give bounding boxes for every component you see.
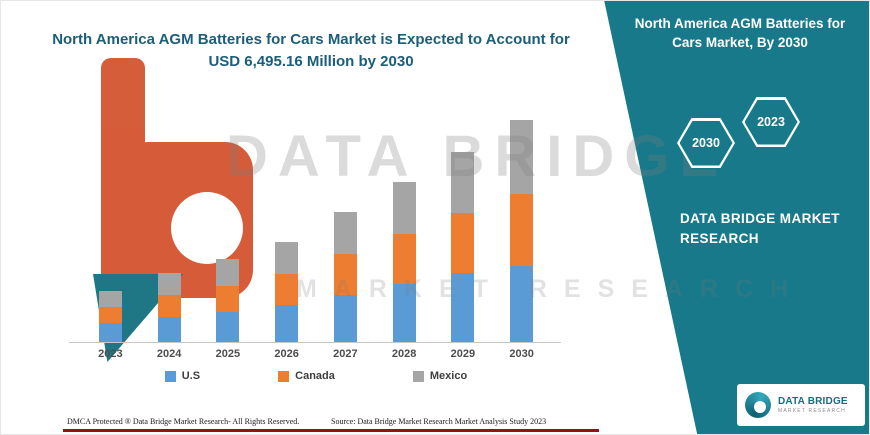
x-axis-label-2024: 2024 — [156, 348, 182, 360]
databridge-logo-card: DATA BRIDGE MARKET RESEARCH — [737, 384, 865, 426]
bar-segment-canada-2028 — [392, 233, 416, 284]
databridge-swirl-icon — [745, 392, 771, 418]
plot-area — [81, 117, 551, 342]
bar-segment-canada-2026 — [275, 273, 299, 306]
bar-segment-mexico-2024 — [157, 273, 181, 296]
bar-group-2028 — [375, 182, 434, 342]
bar-group-2029 — [434, 152, 493, 342]
bar-group-2027 — [316, 212, 375, 342]
bar-segment-mexico-2026 — [275, 241, 299, 274]
bar-segment-mexico-2027 — [333, 212, 357, 254]
legend-label-us: U.S — [181, 370, 201, 382]
legend-label-canada: Canada — [295, 370, 335, 382]
legend-swatch-canada — [278, 370, 290, 382]
bar-segment-canada-2027 — [333, 253, 357, 295]
footer-divider-line — [63, 429, 599, 432]
side-panel-brand-text: DATA BRIDGE MARKET RESEARCH — [680, 211, 840, 247]
bar-segment-mexico-2029 — [451, 152, 475, 213]
footer-dmca-text: DMCA Protected ® Data Bridge Market Rese… — [67, 417, 300, 426]
logo-card-brand: DATA BRIDGE — [778, 395, 848, 407]
bar-group-2024 — [140, 273, 199, 342]
bar-segment-mexico-2023 — [98, 291, 122, 307]
logo-card-text: DATA BRIDGE MARKET RESEARCH — [778, 396, 848, 415]
legend: U.S Canada Mexico — [61, 370, 571, 382]
x-axis-label-2026: 2026 — [274, 348, 299, 360]
x-axis-labels: 2023 2024 2025 2026 2027 2028 2029 2030 — [81, 348, 551, 360]
bar-segment-us-2023 — [98, 322, 122, 342]
bar-segment-mexico-2030 — [510, 120, 534, 195]
bar-segment-us-2026 — [275, 305, 299, 342]
legend-swatch-us — [164, 370, 176, 382]
chart-title-line2: USD 6,495.16 Million by 2030 — [208, 52, 414, 70]
bar-segment-us-2029 — [451, 273, 475, 342]
bar-segment-mexico-2028 — [392, 182, 416, 234]
logo-card-sub: MARKET RESEARCH — [778, 408, 846, 415]
chart-title: North America AGM Batteries for Cars Mar… — [41, 29, 581, 73]
logo-hole-shape — [171, 192, 243, 264]
bar-segment-canada-2030 — [510, 194, 534, 267]
x-axis-label-2027: 2027 — [333, 348, 358, 360]
bar-segment-canada-2023 — [98, 306, 122, 323]
bar-segment-us-2027 — [333, 294, 357, 342]
bar-segment-us-2024 — [157, 316, 181, 342]
legend-item-mexico: Mexico — [412, 370, 468, 382]
bar-segment-us-2030 — [510, 266, 534, 342]
bar-segment-canada-2025 — [216, 285, 240, 312]
chart-title-line1: North America AGM Batteries for Cars Mar… — [52, 31, 570, 48]
hexagon-year-right: 2023 — [757, 115, 785, 129]
bar-group-2025 — [199, 258, 258, 342]
hexagon-year-left: 2030 — [692, 136, 720, 150]
legend-item-canada: Canada — [278, 370, 335, 382]
bar-segment-canada-2029 — [451, 212, 475, 274]
x-axis-line — [69, 342, 561, 343]
legend-swatch-mexico — [412, 370, 424, 382]
footer-source-text: Source: Data Bridge Market Research Mark… — [331, 417, 547, 426]
bar-segment-us-2028 — [392, 283, 416, 342]
x-axis-label-2028: 2028 — [391, 348, 417, 360]
legend-item-us: U.S — [164, 370, 201, 382]
x-axis-label-2023: 2023 — [98, 348, 123, 360]
bar-segment-canada-2024 — [157, 295, 181, 317]
bar-group-2023 — [81, 291, 140, 342]
side-panel-title: North America AGM Batteries for Cars Mar… — [634, 16, 846, 50]
bar-group-2026 — [257, 241, 316, 342]
bar-segment-mexico-2025 — [216, 258, 240, 286]
legend-label-mexico: Mexico — [429, 370, 468, 382]
hexagon-badge-2030: 2030 — [677, 118, 735, 168]
x-axis-label-2029: 2029 — [450, 348, 476, 360]
bar-segment-us-2025 — [216, 311, 240, 342]
x-axis-label-2025: 2025 — [215, 348, 241, 360]
hexagon-badge-2023: 2023 — [742, 97, 800, 147]
bar-group-2030 — [492, 120, 551, 342]
x-axis-label-2030: 2030 — [509, 348, 534, 360]
